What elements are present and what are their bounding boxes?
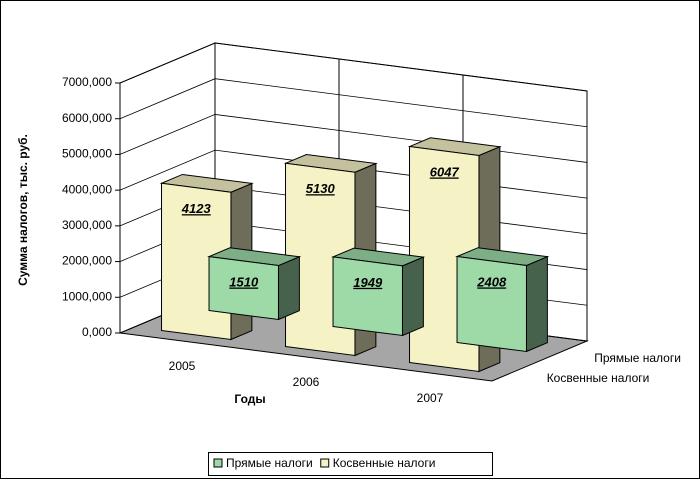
y-tick-label: 6000,000 xyxy=(62,111,112,125)
y-tick-label: 1000,000 xyxy=(62,289,112,303)
legend xyxy=(208,452,493,476)
depth-label: Прямые налоги xyxy=(594,351,681,365)
data-label: 5130 xyxy=(306,181,336,196)
data-label: 4123 xyxy=(181,201,212,216)
x-tick-label: 2005 xyxy=(169,359,196,373)
x-tick-label: 2006 xyxy=(293,375,320,389)
y-tick-label: 2000,000 xyxy=(62,254,112,268)
data-label: 2408 xyxy=(476,274,507,289)
x-tick-label: 2007 xyxy=(417,391,444,405)
y-tick-label: 3000,000 xyxy=(62,218,112,232)
bar-side xyxy=(401,256,424,337)
y-tick-label: 4000,000 xyxy=(62,182,112,196)
data-label: 6047 xyxy=(430,164,460,179)
bar-front xyxy=(332,256,403,337)
bar-front xyxy=(456,255,527,353)
grid-line xyxy=(119,78,588,128)
legend-items: Прямые налоги Косвенные налоги xyxy=(213,456,436,470)
data-label: 1510 xyxy=(229,275,259,290)
grid-line xyxy=(119,42,588,92)
bars: 4123 5130 6047 1510 1949 2408 xyxy=(159,137,550,373)
labels: 0,000 1000,000 2000,000 3000,000 4000,000 500… xyxy=(62,75,681,405)
bar-side xyxy=(277,255,300,321)
y-axis-title: Сумма налогов, тыс. руб. xyxy=(16,134,30,286)
y-tick-label: 5000,000 xyxy=(62,147,112,161)
depth-label: Косвенные налоги xyxy=(547,371,650,385)
legend-swatch xyxy=(213,458,223,468)
legend-label: Косвенные налоги xyxy=(333,456,436,470)
data-label: 1949 xyxy=(353,275,383,290)
bar-front xyxy=(208,256,279,321)
x-axis-title: Годы xyxy=(234,392,265,406)
legend-label: Прямые налоги xyxy=(226,456,313,470)
y-tick-label: 7000,000 xyxy=(62,75,112,89)
legend-swatch xyxy=(320,458,330,468)
y-tick-label: 0,000 xyxy=(82,325,112,339)
bar-side xyxy=(525,255,548,353)
